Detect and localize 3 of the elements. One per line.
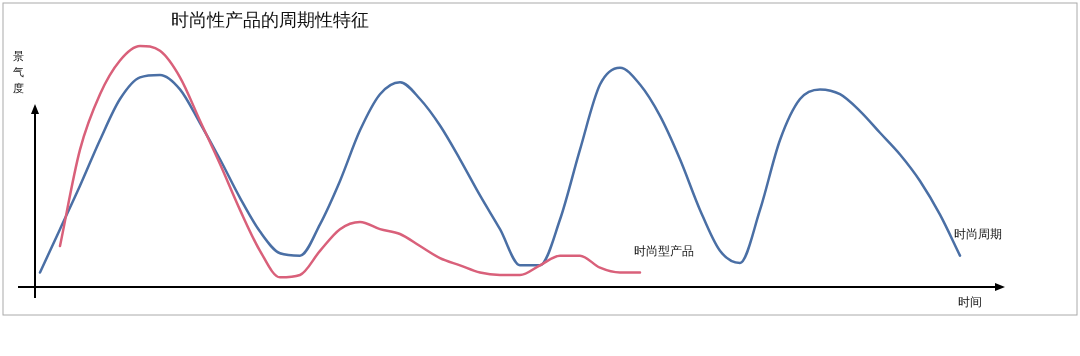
title: 时尚性产品的周期性特征	[171, 9, 369, 30]
xlabel: 时间	[958, 295, 982, 309]
ylabel: 景气度	[12, 50, 24, 95]
